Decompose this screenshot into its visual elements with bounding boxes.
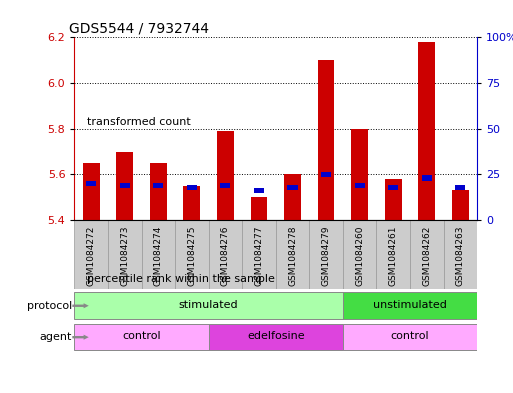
Bar xyxy=(444,220,477,289)
Text: GSM1084263: GSM1084263 xyxy=(456,226,465,286)
Bar xyxy=(120,183,130,188)
Bar xyxy=(69,75,82,161)
Bar xyxy=(86,181,96,186)
Bar xyxy=(309,220,343,289)
Bar xyxy=(351,129,368,220)
Bar xyxy=(221,183,230,188)
Text: GSM1084279: GSM1084279 xyxy=(322,226,330,286)
Bar xyxy=(354,183,365,188)
Text: stimulated: stimulated xyxy=(179,300,239,310)
Bar xyxy=(419,42,435,220)
Bar xyxy=(343,220,377,289)
Bar xyxy=(209,324,343,350)
Bar xyxy=(175,220,209,289)
Bar xyxy=(74,292,343,319)
Bar xyxy=(410,220,444,289)
Bar xyxy=(150,163,167,220)
Bar xyxy=(321,172,331,177)
Bar xyxy=(74,220,108,289)
Bar xyxy=(69,232,82,318)
Text: agent: agent xyxy=(40,332,72,342)
Bar xyxy=(187,185,197,190)
Bar xyxy=(209,220,242,289)
Bar xyxy=(142,220,175,289)
Text: GSM1084262: GSM1084262 xyxy=(422,226,431,286)
Bar xyxy=(422,176,432,181)
Bar xyxy=(343,324,477,350)
Bar xyxy=(108,220,142,289)
Bar xyxy=(254,188,264,193)
Text: transformed count: transformed count xyxy=(87,117,191,127)
Text: GSM1084260: GSM1084260 xyxy=(355,226,364,286)
Text: GSM1084273: GSM1084273 xyxy=(120,226,129,286)
Text: GSM1084277: GSM1084277 xyxy=(254,226,264,286)
Bar xyxy=(318,60,334,220)
Bar xyxy=(455,185,465,190)
Bar xyxy=(388,185,398,190)
Text: protocol: protocol xyxy=(27,301,72,311)
Text: GSM1084276: GSM1084276 xyxy=(221,226,230,286)
Text: control: control xyxy=(122,331,161,342)
Bar xyxy=(343,292,477,319)
Bar xyxy=(217,131,234,220)
Bar xyxy=(153,183,163,188)
Bar xyxy=(250,197,267,220)
Text: GSM1084261: GSM1084261 xyxy=(389,226,398,286)
Bar xyxy=(276,220,309,289)
Text: control: control xyxy=(391,331,429,342)
Bar xyxy=(184,186,200,220)
Text: GSM1084278: GSM1084278 xyxy=(288,226,297,286)
Bar xyxy=(287,185,298,190)
Text: edelfosine: edelfosine xyxy=(247,331,305,342)
Bar xyxy=(83,163,100,220)
Text: GDS5544 / 7932744: GDS5544 / 7932744 xyxy=(69,22,209,36)
Bar xyxy=(385,179,402,220)
Text: GSM1084274: GSM1084274 xyxy=(154,226,163,286)
Bar xyxy=(242,220,276,289)
Bar xyxy=(74,324,209,350)
Bar xyxy=(452,190,469,220)
Bar xyxy=(116,152,133,220)
Bar xyxy=(284,174,301,220)
Text: percentile rank within the sample: percentile rank within the sample xyxy=(87,274,275,284)
Text: unstimulated: unstimulated xyxy=(373,300,447,310)
Bar xyxy=(377,220,410,289)
Text: GSM1084272: GSM1084272 xyxy=(87,226,95,286)
Text: GSM1084275: GSM1084275 xyxy=(187,226,196,286)
